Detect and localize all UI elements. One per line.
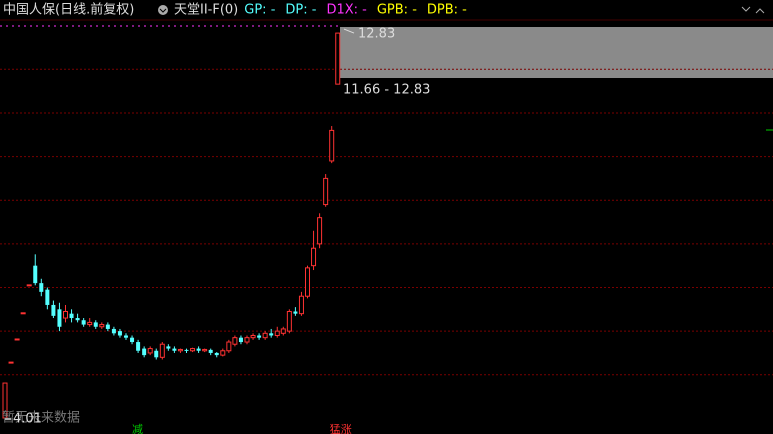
candle-body [63, 310, 68, 319]
candle-body [293, 311, 298, 314]
candle-body [202, 348, 208, 352]
candle-body [208, 349, 213, 353]
candle-body [142, 348, 147, 356]
indicator-label: DP: - [285, 3, 316, 18]
highlight-box [340, 27, 773, 78]
candle-body [298, 295, 304, 315]
candle-body [75, 318, 80, 321]
candle-body [2, 382, 8, 419]
indicator-label: DPB: - [427, 3, 467, 18]
candle-body [33, 265, 38, 284]
candle-body [147, 348, 153, 354]
header: 中国人保(日线.前复权) 天堂II-F(0) [3, 2, 238, 18]
candle-body [154, 350, 159, 358]
candle-body [177, 348, 183, 352]
candle-body [269, 333, 274, 336]
candle-body [81, 320, 86, 325]
candle-body [130, 337, 135, 343]
candle-body [335, 32, 341, 85]
indicator-label: D1X: - [326, 3, 367, 18]
candle-body [232, 337, 238, 345]
signal-label: 减 [132, 423, 143, 434]
candle-body [214, 352, 219, 356]
candle-body [244, 337, 250, 343]
candle-body [69, 313, 74, 319]
candle-body [190, 348, 196, 352]
candle-body [286, 310, 292, 332]
candle-body [8, 361, 14, 364]
candle-body [57, 309, 62, 327]
candle-body [45, 289, 50, 305]
chart-title: 中国人保(日线.前复权) [3, 2, 134, 18]
candle-body [172, 348, 177, 351]
candle-body [238, 337, 243, 343]
high-label: 12.83 [358, 27, 395, 42]
candle-body [39, 283, 44, 292]
future-note: 暂无未来数据 [2, 411, 80, 426]
candle-body [87, 321, 93, 326]
candle-body [51, 304, 56, 316]
candle-body [323, 177, 329, 206]
candle-body [117, 331, 122, 336]
candle-body [136, 342, 141, 351]
candle-body [166, 346, 171, 349]
indicator-label: GP: - [244, 3, 275, 18]
candle-body [311, 247, 317, 267]
candle-body [99, 324, 105, 328]
candle-body [257, 335, 262, 338]
candle-body [262, 332, 268, 339]
low-label: 4.01 [13, 412, 42, 427]
candle-body [14, 338, 20, 341]
range-label: 11.66 - 12.83 [343, 83, 430, 98]
candle-body [317, 217, 323, 245]
dropdown-arrow [159, 8, 167, 13]
dropdown-icon[interactable] [158, 5, 168, 15]
window-controls[interactable] [741, 6, 765, 14]
candle-body [124, 335, 128, 338]
candle-body [280, 328, 286, 334]
candle-body [105, 324, 110, 329]
candle-body [93, 322, 98, 327]
candle-body [20, 312, 26, 315]
signal-label: 猛涨 [330, 423, 352, 434]
candle-body [226, 341, 232, 352]
candle-body [305, 267, 310, 297]
candle-body [184, 349, 189, 351]
candle-body [220, 350, 226, 356]
candle-body [159, 343, 165, 358]
candle-body [111, 328, 116, 334]
candle-body [196, 348, 201, 351]
candle-body [250, 334, 256, 339]
indicator-label: GPB: - [377, 3, 417, 18]
high-pointer [343, 28, 355, 34]
candle-body [26, 284, 32, 287]
candle-body [329, 129, 335, 162]
candle-body [274, 330, 280, 336]
indicator-name: 天堂II-F(0) [174, 3, 238, 18]
